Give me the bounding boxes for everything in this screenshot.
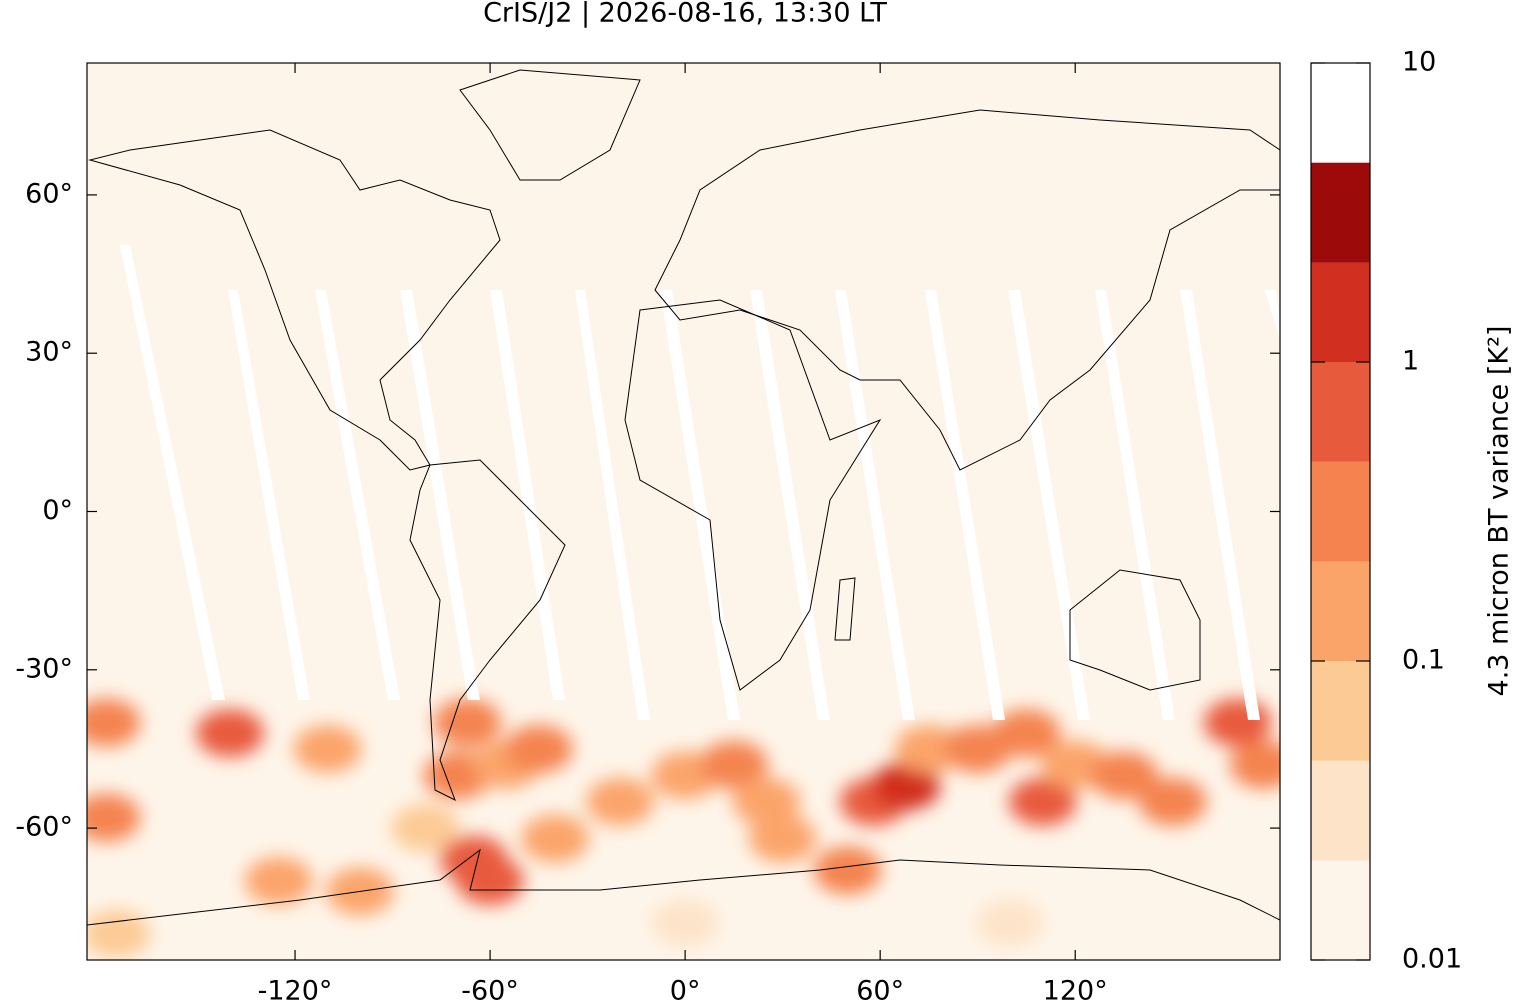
- variance-cell: [992, 709, 1061, 758]
- y-tick-label: -30°: [15, 653, 73, 684]
- swath-gap: [750, 290, 830, 720]
- colorbar-level: [1311, 262, 1370, 362]
- variance-field: [87, 698, 1280, 958]
- coastline: [654, 109, 1280, 471]
- colorbar-level: [1311, 760, 1370, 861]
- y-tick-label: 60°: [25, 178, 73, 209]
- variance-cell: [87, 793, 141, 842]
- variance-cell: [391, 804, 460, 853]
- swath-gap: [490, 290, 565, 700]
- variance-cell: [87, 909, 151, 958]
- colorbar-frame: [1310, 62, 1371, 961]
- colorbar-label: 4.3 micron BT variance [K²]: [1484, 326, 1515, 697]
- colorbar-level: [1311, 860, 1370, 960]
- swath-gap: [120, 245, 225, 700]
- y-tick-label: -60°: [15, 812, 73, 843]
- swath-gap: [575, 290, 650, 720]
- variance-cell: [521, 814, 590, 863]
- variance-cell: [196, 709, 265, 758]
- coastline: [88, 129, 501, 471]
- coastline: [87, 848, 1280, 926]
- y-tick-label: 0°: [42, 495, 73, 526]
- swath-gap: [400, 290, 480, 700]
- map-background: [87, 63, 1280, 960]
- coastline: [1069, 569, 1201, 691]
- x-tick-label: 120°: [1043, 976, 1108, 1002]
- variance-cell: [1008, 777, 1077, 826]
- variance-cell: [1203, 698, 1272, 747]
- variance-cell: [894, 724, 963, 773]
- y-tick-label: 30°: [25, 337, 73, 368]
- x-tick-label: 60°: [856, 976, 904, 1002]
- variance-cell: [586, 777, 655, 826]
- colorbar-level: [1311, 461, 1370, 562]
- variance-cell: [1138, 777, 1207, 826]
- swath-gap: [925, 290, 1005, 720]
- variance-cell: [439, 835, 508, 884]
- colorbar-tick-label: 1: [1402, 346, 1419, 377]
- variance-cell: [732, 777, 801, 826]
- colorbar-tick-label: 0.1: [1402, 645, 1445, 676]
- colorbar-level: [1311, 661, 1370, 761]
- colorbar-level: [1311, 162, 1370, 263]
- colorbar-level: [1311, 362, 1370, 462]
- variance-cell: [293, 724, 362, 773]
- variance-cell: [504, 724, 573, 773]
- variance-cell: [1089, 751, 1158, 800]
- swath-gap: [315, 290, 400, 700]
- colorbar-level: [1311, 561, 1370, 661]
- variance-cell: [699, 740, 768, 789]
- variance-cell: [651, 899, 720, 948]
- swath-gap: [660, 290, 740, 720]
- colorbar-tick-label: 10: [1402, 47, 1436, 78]
- coastline: [624, 299, 882, 691]
- x-tick-label: -60°: [461, 976, 519, 1002]
- coastline: [409, 459, 566, 802]
- variance-cell: [433, 698, 502, 747]
- chart-title: CrIS/J2 | 2026-08-16, 13:30 LT: [483, 0, 887, 29]
- x-tick-label: 0°: [670, 976, 701, 1002]
- colorbar-tick-label: 0.01: [1402, 944, 1462, 975]
- swath-gap: [1265, 290, 1280, 340]
- swath-gap: [228, 290, 310, 700]
- variance-cell: [813, 846, 882, 895]
- coastlines: [87, 69, 1280, 926]
- variance-cell: [872, 761, 941, 810]
- swath-gaps: [120, 245, 1280, 720]
- variance-cell: [87, 698, 141, 747]
- variance-cell: [1229, 740, 1280, 789]
- variance-cell: [976, 899, 1045, 948]
- coastline: [459, 69, 641, 181]
- variance-cell: [244, 856, 313, 905]
- swath-gap: [1095, 290, 1175, 720]
- swath-gap: [1180, 290, 1260, 720]
- x-tick-label: -120°: [258, 976, 333, 1002]
- variance-cell: [748, 814, 817, 863]
- coastline: [834, 577, 856, 641]
- swath-gap: [835, 290, 915, 720]
